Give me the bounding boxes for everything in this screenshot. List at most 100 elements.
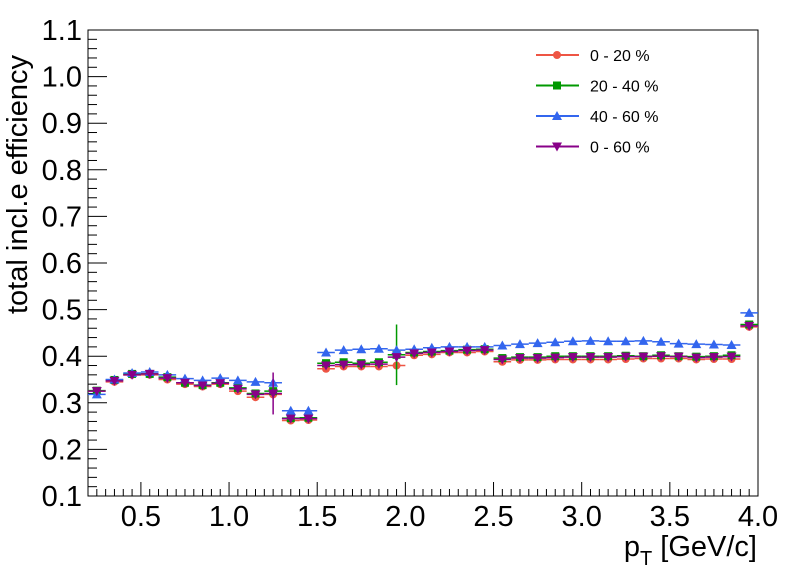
data-point <box>656 336 667 346</box>
x-axis-label-p: p <box>624 531 640 563</box>
data-point <box>479 346 490 356</box>
data-point <box>426 348 437 358</box>
legend-item: 20 - 40 % <box>536 79 658 96</box>
data-point <box>691 353 702 363</box>
x-tick-label: 2.0 <box>385 501 425 533</box>
data-point <box>620 352 631 362</box>
data-point <box>691 339 702 349</box>
data-point <box>514 339 525 349</box>
data-point <box>250 390 261 400</box>
data-point <box>708 339 719 349</box>
legend-label: 40 - 60 % <box>590 109 658 126</box>
data-point <box>232 375 243 385</box>
legend-item: 0 - 20 % <box>536 48 650 65</box>
data-point <box>91 387 102 397</box>
data-point <box>444 347 455 357</box>
y-tick-label: 0.2 <box>42 434 82 466</box>
data-point <box>250 376 261 386</box>
data-point <box>532 354 543 364</box>
series-layer <box>88 307 758 425</box>
data-point <box>514 354 525 364</box>
data-point <box>373 360 384 370</box>
legend-item: 40 - 60 % <box>536 109 658 126</box>
data-point <box>620 336 631 346</box>
y-tick-label: 0.7 <box>42 201 82 233</box>
legend-marker <box>553 81 561 90</box>
data-point <box>673 338 684 348</box>
data-point <box>179 378 190 388</box>
data-point <box>303 405 314 415</box>
x-axis-label: pT [GeV/c] <box>624 531 757 570</box>
legend-item: 0 - 60 % <box>536 140 650 157</box>
y-axis-label: total incl.e efficiency <box>2 55 34 314</box>
y-tick-label: 0.8 <box>42 155 82 187</box>
data-point <box>726 340 737 350</box>
data-point <box>497 355 508 365</box>
data-point <box>497 340 508 350</box>
data-point <box>603 336 614 346</box>
data-point <box>338 345 349 355</box>
data-point <box>744 307 755 317</box>
x-tick-label: 3.5 <box>650 501 690 533</box>
x-tick-label: 1.0 <box>209 501 249 533</box>
data-point <box>268 389 279 399</box>
legend-label: 20 - 40 % <box>590 79 658 96</box>
x-axis-label-subscript: T <box>640 548 652 570</box>
y-tick-label: 0.6 <box>42 248 82 280</box>
data-point <box>162 374 173 384</box>
data-point <box>215 379 226 389</box>
data-point <box>373 343 384 353</box>
series-3 <box>88 307 758 415</box>
data-point <box>585 353 596 363</box>
data-point <box>391 345 402 355</box>
x-tick-label: 1.5 <box>297 501 337 533</box>
y-axis-ticks: 0.1 0.2 0.3 0.4 0.5 0.6 0.7 0.8 0.9 1.0 1.1 <box>42 15 107 513</box>
data-point <box>321 347 332 357</box>
data-point <box>567 353 578 363</box>
data-point <box>532 338 543 348</box>
data-point <box>197 381 208 391</box>
data-point <box>391 353 402 363</box>
data-point <box>109 376 120 386</box>
data-point <box>232 384 243 394</box>
data-point <box>356 344 367 354</box>
x-axis-ticks: 0.5 1.0 1.5 2.0 2.5 3.0 3.5 4.0 <box>87 482 778 533</box>
legend-label: 0 - 20 % <box>590 48 650 65</box>
data-point <box>409 349 420 359</box>
y-tick-label: 1.0 <box>42 62 82 94</box>
data-point <box>144 369 155 379</box>
data-point <box>585 335 596 345</box>
data-point <box>550 337 561 347</box>
x-axis-label-unit: [GeV/c] <box>652 531 757 563</box>
data-point <box>708 353 719 363</box>
data-point <box>127 370 138 380</box>
y-tick-label: 0.5 <box>42 295 82 327</box>
legend-marker <box>553 51 561 59</box>
x-tick-label: 4.0 <box>738 501 778 533</box>
data-point <box>550 353 561 363</box>
data-point <box>638 352 649 362</box>
legend-marker <box>552 111 562 120</box>
data-point <box>603 353 614 363</box>
data-point <box>656 352 667 362</box>
x-tick-label: 3.0 <box>562 501 602 533</box>
data-point <box>285 414 296 424</box>
y-tick-label: 1.1 <box>42 15 82 47</box>
data-point <box>726 352 737 362</box>
y-tick-label: 0.4 <box>42 341 82 373</box>
legend: 0 - 20 % 20 - 40 % 40 - 60 % 0 - 60 % <box>536 48 658 157</box>
y-minor-ticks <box>88 38 97 488</box>
series-2 <box>88 320 758 423</box>
y-tick-label: 0.9 <box>42 108 82 140</box>
data-point <box>356 360 367 370</box>
plot-frame <box>87 29 759 497</box>
data-point <box>303 414 314 424</box>
series-1 <box>88 322 758 425</box>
y-tick-label: 0.3 <box>42 388 82 420</box>
data-point <box>321 361 332 371</box>
legend-label: 0 - 60 % <box>590 140 650 157</box>
data-point <box>744 321 755 331</box>
data-point <box>567 336 578 346</box>
x-tick-label: 2.5 <box>473 501 513 533</box>
